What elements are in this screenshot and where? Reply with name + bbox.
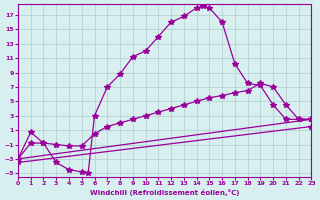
X-axis label: Windchill (Refroidissement éolien,°C): Windchill (Refroidissement éolien,°C) (90, 189, 239, 196)
